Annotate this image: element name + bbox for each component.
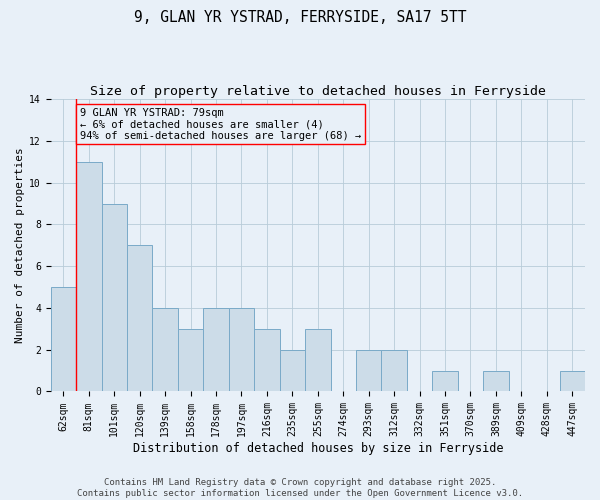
Bar	[50, 287, 76, 392]
Bar	[229, 308, 254, 392]
Bar	[254, 329, 280, 392]
Bar	[356, 350, 382, 392]
Bar	[203, 308, 229, 392]
Bar	[127, 246, 152, 392]
X-axis label: Distribution of detached houses by size in Ferryside: Distribution of detached houses by size …	[133, 442, 503, 455]
Bar	[483, 370, 509, 392]
Bar	[280, 350, 305, 392]
Text: Contains HM Land Registry data © Crown copyright and database right 2025.
Contai: Contains HM Land Registry data © Crown c…	[77, 478, 523, 498]
Text: 9 GLAN YR YSTRAD: 79sqm
← 6% of detached houses are smaller (4)
94% of semi-deta: 9 GLAN YR YSTRAD: 79sqm ← 6% of detached…	[80, 108, 361, 140]
Bar	[382, 350, 407, 392]
Text: 9, GLAN YR YSTRAD, FERRYSIDE, SA17 5TT: 9, GLAN YR YSTRAD, FERRYSIDE, SA17 5TT	[134, 10, 466, 25]
Title: Size of property relative to detached houses in Ferryside: Size of property relative to detached ho…	[90, 85, 546, 98]
Bar	[178, 329, 203, 392]
Bar	[433, 370, 458, 392]
Bar	[101, 204, 127, 392]
Bar	[76, 162, 101, 392]
Bar	[305, 329, 331, 392]
Y-axis label: Number of detached properties: Number of detached properties	[15, 148, 25, 343]
Bar	[152, 308, 178, 392]
Bar	[560, 370, 585, 392]
